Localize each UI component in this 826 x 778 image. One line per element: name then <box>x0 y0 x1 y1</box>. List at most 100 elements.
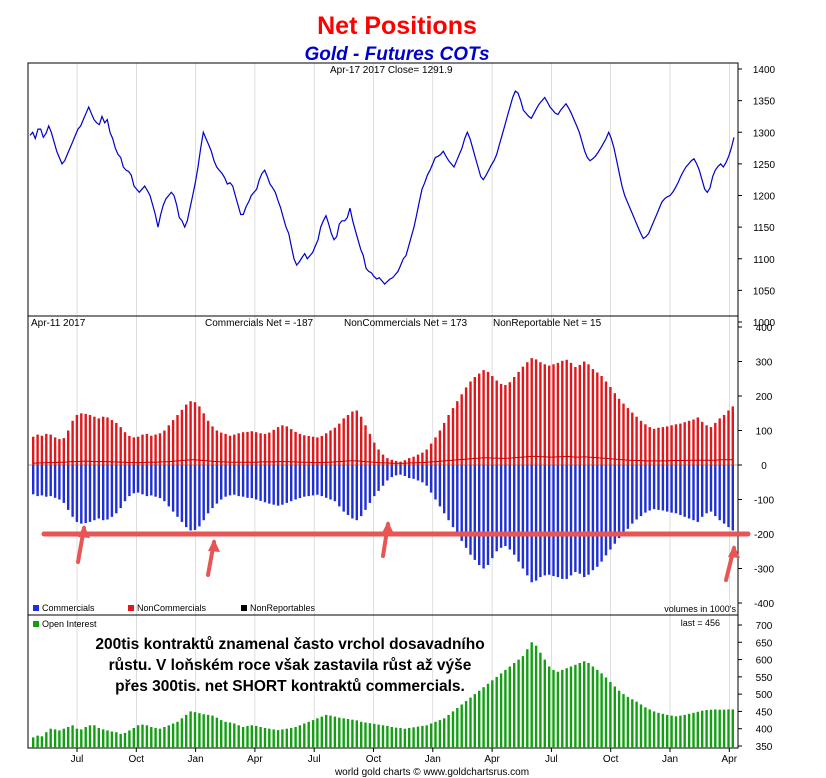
net-bar-commercials <box>364 465 367 510</box>
net-bar-commercials <box>154 465 157 497</box>
net-bar-noncommercials <box>281 425 284 465</box>
net-bar-noncommercials <box>539 362 542 465</box>
net-bar-commercials <box>521 465 525 569</box>
open-interest-bar <box>394 727 398 748</box>
open-interest-bar <box>53 729 57 748</box>
net-bar-noncommercials <box>49 434 52 465</box>
net-bar-commercials <box>517 465 520 562</box>
net-bar-noncommercials <box>709 427 713 465</box>
open-interest-bar <box>250 725 253 748</box>
net-bar-noncommercials <box>298 433 302 465</box>
net-bar-noncommercials <box>67 430 70 465</box>
net-bar-commercials <box>346 465 350 515</box>
net-bar-commercials <box>185 465 188 528</box>
open-interest-bar <box>578 663 581 748</box>
y-tick-label: 1350 <box>753 97 776 108</box>
net-bar-commercials <box>674 465 678 514</box>
open-interest-bar <box>399 728 402 748</box>
net-bar-noncommercials <box>206 420 210 465</box>
net-bar-commercials <box>687 465 691 519</box>
net-bar-noncommercials <box>561 360 564 465</box>
net-bar-noncommercials <box>722 415 726 465</box>
net-bar-noncommercials <box>626 408 630 465</box>
net-bar-noncommercials <box>263 433 267 465</box>
open-interest-bar <box>141 724 144 748</box>
net-bar-commercials <box>714 465 717 517</box>
net-bar-noncommercials <box>727 410 730 465</box>
open-interest-bar <box>211 715 214 748</box>
net-bar-commercials <box>110 465 114 517</box>
net-bar-commercials <box>119 465 122 509</box>
y-tick-label: -400 <box>754 599 774 610</box>
net-bar-commercials <box>32 465 35 495</box>
open-interest-bar <box>674 716 678 748</box>
open-interest-bar <box>526 649 529 748</box>
open-interest-bar <box>202 714 205 748</box>
net-bar-noncommercials <box>652 428 656 465</box>
net-bar-commercials <box>241 465 245 497</box>
net-bar-commercials <box>631 465 634 524</box>
net-bar-noncommercials <box>386 458 389 465</box>
open-interest-bar <box>307 721 310 748</box>
net-bar-noncommercials <box>246 431 249 465</box>
net-bar-noncommercials <box>154 434 157 465</box>
net-bar-commercials <box>534 465 538 581</box>
open-interest-bar <box>115 732 118 748</box>
net-bar-noncommercials <box>381 454 385 465</box>
net-bar-commercials <box>596 465 599 567</box>
net-bar-noncommercials <box>171 420 175 465</box>
net-bar-commercials <box>569 465 573 576</box>
open-interest-bar <box>679 715 682 748</box>
y-tick-label: 300 <box>756 358 773 369</box>
open-interest-bar <box>255 725 258 748</box>
net-bar-noncommercials <box>412 456 415 465</box>
net-bar-noncommercials <box>259 433 262 465</box>
open-interest-bar <box>626 696 630 748</box>
net-bar-commercials <box>338 465 341 507</box>
net-bar-noncommercials <box>320 436 323 465</box>
y-tick-label: 350 <box>756 742 773 753</box>
open-interest-bar <box>617 690 621 748</box>
open-interest-bar <box>504 669 507 748</box>
net-bar-noncommercials <box>648 427 651 465</box>
open-interest-bar <box>661 713 665 748</box>
net-bar-noncommercials <box>635 416 638 465</box>
net-bar-noncommercials <box>53 437 57 465</box>
net-bar-commercials <box>416 465 420 481</box>
net-bar-commercials <box>679 465 682 515</box>
price-header: Apr-17 2017 Close= 1291.9 <box>330 65 453 76</box>
open-interest-bar <box>556 671 560 748</box>
net-bar-noncommercials <box>351 411 354 465</box>
open-interest-bar <box>163 727 166 748</box>
open-interest-bar <box>80 729 83 748</box>
open-interest-bar <box>32 737 35 748</box>
open-interest-bar <box>687 713 691 748</box>
open-interest-bar <box>180 718 184 748</box>
net-bar-commercials <box>45 465 48 497</box>
open-interest-bar <box>93 725 96 748</box>
open-interest-bar <box>377 724 380 748</box>
net-bar-noncommercials <box>355 410 358 465</box>
open-interest-bar <box>464 701 468 748</box>
net-bar-noncommercials <box>666 426 669 465</box>
open-interest-bar <box>167 725 170 748</box>
open-interest-bar <box>290 728 293 748</box>
net-bar-noncommercials <box>128 436 131 465</box>
x-tick-label: Jul <box>308 754 321 765</box>
open-interest-bar <box>390 727 393 748</box>
net-bar-noncommercials <box>504 385 507 465</box>
net-bar-commercials <box>648 465 651 511</box>
legend-label: NonCommercials <box>137 603 207 613</box>
net-header-label: Commercials Net = -187 <box>205 318 314 329</box>
net-bar-noncommercials <box>290 429 293 465</box>
net-bar-commercials <box>587 465 590 575</box>
net-bar-noncommercials <box>600 376 603 465</box>
net-bar-noncommercials <box>136 436 140 465</box>
net-bar-noncommercials <box>692 419 695 465</box>
net-bar-noncommercials <box>123 432 127 465</box>
net-bar-commercials <box>473 465 476 560</box>
open-interest-bar <box>421 725 424 748</box>
net-bar-commercials <box>460 465 463 541</box>
open-interest-bar <box>338 717 341 748</box>
net-bar-commercials <box>561 465 564 579</box>
